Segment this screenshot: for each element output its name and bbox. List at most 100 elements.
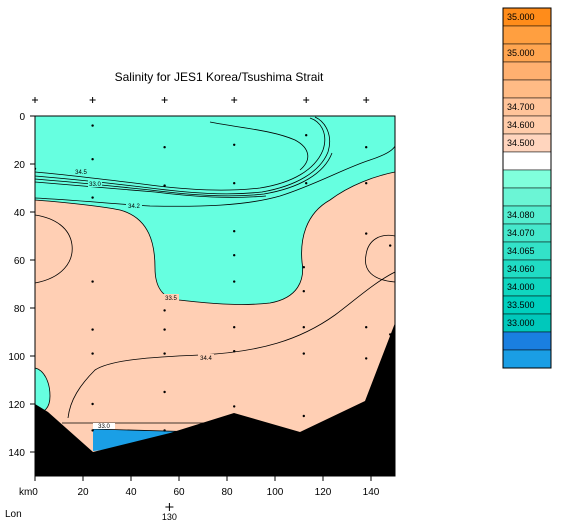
x-tick-label: 0: [32, 487, 38, 498]
sample-point: [233, 280, 236, 283]
colorbar-label: 33.500: [507, 300, 535, 310]
colorbar-label: 34.060: [507, 264, 535, 274]
contour-line: [35, 214, 73, 284]
y-tick-label: 80: [14, 304, 26, 315]
y-tick-label: 140: [8, 448, 25, 459]
sample-point: [365, 326, 368, 329]
contour-line: [35, 171, 395, 305]
colorbar-segment: [502, 169, 552, 189]
sample-point: [302, 414, 305, 418]
sample-point: [365, 146, 368, 149]
sample-point: [91, 196, 94, 199]
sample-point: [163, 352, 166, 355]
x-tick-label: 40: [125, 487, 137, 498]
colorbar-label: 34.065: [507, 246, 535, 256]
x-tick-label: 80: [221, 487, 233, 498]
sample-point: [91, 280, 94, 283]
sample-point: [389, 244, 392, 247]
contour-line: [35, 145, 395, 207]
contour-label: 33.0: [89, 182, 101, 188]
sample-point: [163, 146, 166, 149]
contour-label: 34.4: [200, 356, 212, 362]
bathymetry: [35, 323, 395, 476]
colorbar-label: 34.600: [507, 120, 535, 130]
contour-line: [35, 116, 331, 195]
sample-point: [163, 309, 166, 312]
colorbar-label: 34.070: [507, 228, 535, 238]
sample-point: [389, 333, 392, 336]
y-tick-label: 100: [8, 352, 25, 363]
x-tick-label: 100: [267, 487, 284, 498]
colorbar-label: 34.500: [507, 138, 535, 148]
sample-point: [91, 429, 94, 432]
contour-label-bg: [88, 180, 102, 187]
sample-point: [233, 254, 236, 257]
colorbar-label: 34.700: [507, 102, 535, 112]
y-tick-label: 40: [14, 208, 26, 219]
contour-line: [35, 117, 326, 191]
colorbar-frame: [502, 7, 552, 369]
sample-point: [233, 182, 236, 185]
contour-label-bg: [126, 202, 142, 209]
colorbar-segment: [502, 187, 552, 207]
contour-label: 33.5: [165, 296, 177, 302]
chart-title: Salinity for JES1 Korea/Tsushima Strait: [115, 70, 324, 84]
sample-point: [365, 182, 368, 185]
sample-point: [365, 357, 368, 360]
colorbar-label: 33.000: [507, 318, 535, 328]
contour-line: [365, 234, 395, 283]
x-tick-label: 120: [315, 487, 332, 498]
axes: 0 20 40 60 80 100 120 140km020406080100120140Lo…: [5, 112, 380, 522]
plot-frame: [34, 115, 396, 477]
sample-point: [233, 230, 236, 233]
lon-axis-label: Lon: [5, 509, 22, 520]
sample-point: [91, 158, 94, 161]
contour-label: 33.0: [98, 424, 110, 430]
contour-label-bg: [198, 354, 214, 361]
sample-point: [365, 232, 368, 235]
contour-label-bg: [74, 168, 88, 175]
x-axis-unit-label: km: [19, 487, 32, 498]
sample-point: [91, 402, 94, 406]
colorbar-label: 35.000: [507, 12, 535, 22]
y-tick-label: 60: [14, 256, 26, 267]
sample-point: [163, 328, 166, 331]
colorbar-label: 34.080: [507, 210, 535, 220]
contour-label-bg: [93, 423, 115, 429]
sample-point: [91, 352, 94, 355]
sample-point: [305, 134, 308, 137]
sample-point: [302, 326, 305, 329]
colorbar: 35.000 35.000 34.700 34.600 34.500 34.080 34.0…: [502, 7, 552, 369]
sample-point: [91, 124, 94, 127]
contour-label: 34.2: [128, 204, 140, 210]
sample-point: [233, 143, 236, 146]
y-tick-label: 20: [14, 160, 26, 171]
colorbar-segment: [502, 151, 552, 171]
contour-label: 34.5: [75, 170, 87, 176]
sample-point: [163, 429, 166, 432]
sample-point: [233, 350, 236, 353]
colorbar-segment: [502, 349, 552, 369]
sample-point: [91, 328, 94, 331]
lon-tick-label: 130: [162, 512, 177, 522]
sample-point: [163, 184, 166, 187]
colorbar-label: 34.000: [507, 282, 535, 292]
contour-line: [209, 121, 309, 171]
sample-points: [35, 124, 392, 432]
contour-line: [35, 181, 267, 198]
colorbar-segment: [502, 25, 552, 45]
colorbar-segment: [502, 61, 552, 81]
sample-point: [302, 352, 305, 355]
y-tick-label: 0: [19, 112, 25, 123]
colorbar-label: 35.000: [507, 48, 535, 58]
station-markers: [32, 97, 370, 103]
sample-point: [302, 266, 305, 269]
plot-area: 34.2 33.5 34.4 34.5 33.0 33.0: [35, 116, 395, 476]
x-tick-label: 60: [173, 487, 185, 498]
sample-point: [163, 390, 166, 394]
x-tick-label: 140: [363, 487, 380, 498]
sample-point: [302, 290, 305, 293]
colorbar-segment: [502, 331, 552, 351]
contour-labels: 34.2 33.5 34.4 34.5 33.0 33.0: [74, 168, 214, 430]
